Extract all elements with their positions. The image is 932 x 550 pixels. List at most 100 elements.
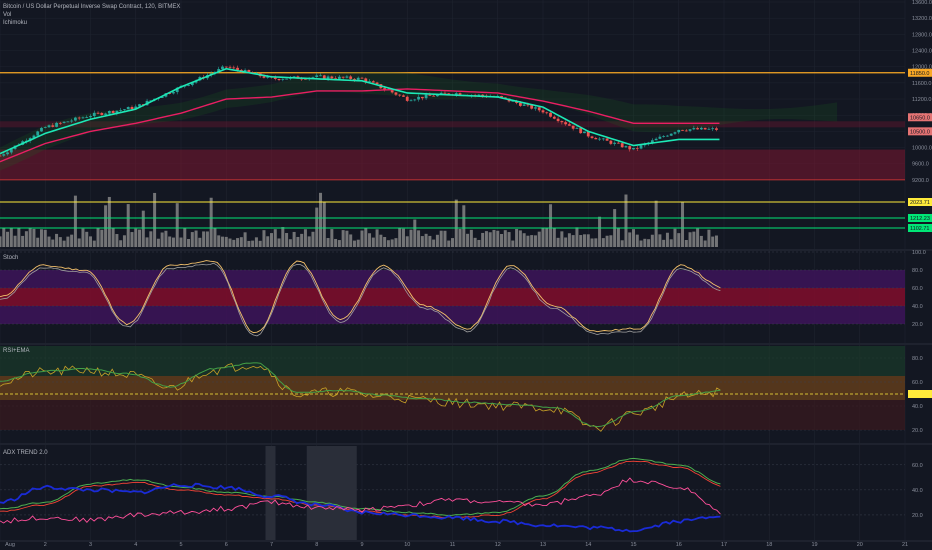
volume-bar [394, 238, 398, 247]
indicator-ichimoku-label[interactable]: Ichimoku [3, 20, 28, 26]
adx-pane-label[interactable]: ADX TREND 2.0 [3, 450, 48, 456]
candle-body [337, 76, 341, 79]
volume-tag-label: 1212.23 [910, 216, 930, 222]
volume-bar [296, 236, 300, 247]
volume-bar [386, 240, 390, 247]
volume-bar [17, 227, 21, 247]
volume-bar [205, 231, 209, 247]
volume-bar [28, 228, 32, 247]
volume-bar [567, 233, 571, 247]
volume-bar [239, 237, 243, 247]
volume-bar [714, 235, 718, 247]
volume-bar [334, 238, 338, 247]
time-tick-label: 13 [540, 542, 546, 548]
volume-bar [632, 229, 635, 247]
volume-bar [345, 230, 349, 247]
volume-bar [368, 233, 372, 247]
volume-bar [605, 235, 609, 247]
candle-body [432, 95, 436, 97]
candle-body [236, 67, 239, 70]
candle-body [190, 82, 194, 86]
candle-body [6, 152, 9, 155]
candle-body [85, 117, 89, 118]
time-tick-label: 8 [315, 542, 318, 548]
volume-bar [496, 230, 500, 247]
volume-bar [692, 231, 696, 247]
candle-body [217, 69, 221, 73]
candle-body [36, 131, 40, 136]
candle-body [353, 78, 356, 80]
candle-body [579, 128, 583, 134]
volume-bar [647, 239, 651, 247]
candle-body [635, 147, 639, 149]
candle-body [243, 69, 247, 73]
volume-bar [639, 240, 643, 247]
volume-tag-bg [908, 224, 932, 232]
volume-bar [51, 239, 55, 247]
candle-body [601, 138, 605, 140]
time-tick-label: 10 [404, 542, 410, 548]
volume-bar [236, 238, 240, 247]
candle-body [639, 145, 643, 149]
candle-body [77, 117, 81, 119]
volume-bar [549, 204, 553, 247]
volume-bar [47, 236, 51, 247]
candle-body [598, 138, 601, 140]
candle-body [300, 78, 304, 80]
price-tick-label: 11600.0 [912, 81, 931, 87]
candle-body [341, 76, 345, 78]
volume-bar [175, 203, 179, 247]
volume-bar [579, 235, 583, 247]
indicator-vol-label[interactable]: Vol [3, 12, 12, 18]
candle-body [650, 140, 654, 143]
price-tick-label: 12000.0 [912, 65, 932, 71]
candle-body [541, 110, 545, 113]
volume-bar [164, 230, 168, 247]
candle-body [228, 66, 232, 68]
candle-body [575, 128, 579, 129]
stoch-band [0, 288, 905, 306]
candle-body [221, 66, 224, 70]
stoch-pane-label[interactable]: Stoch [3, 255, 19, 261]
candle-body [477, 94, 481, 96]
candle-body [617, 142, 620, 144]
adx-shade-1 [265, 446, 276, 540]
price-tick-label: 13600.0 [912, 0, 932, 6]
volume-bar [654, 200, 658, 247]
candle-body [556, 118, 560, 122]
volume-bar [228, 238, 232, 247]
adx-tick-label: 40.0 [912, 488, 923, 494]
candle-body [168, 93, 172, 95]
volume-bar [677, 233, 681, 247]
volume-bar [556, 237, 560, 247]
time-tick-label: 3 [89, 542, 92, 548]
rsi-pane-label[interactable]: RSI+EMA [3, 348, 30, 354]
candle-body [526, 104, 530, 106]
volume-bar [13, 235, 17, 247]
volume-bar [273, 229, 277, 247]
candle-body [632, 147, 635, 150]
candle-body [549, 112, 552, 117]
volume-bar [662, 239, 666, 247]
rsi-ema-up [0, 362, 721, 428]
volume-bar [247, 240, 251, 247]
stoch-tick-label: 100.0 [912, 250, 926, 256]
volume-bar [703, 240, 707, 247]
volume-bar [684, 240, 688, 247]
price-tag-10500: 10500.0 [910, 129, 930, 135]
candle-body [349, 76, 353, 79]
volume-bar [469, 229, 473, 247]
volume-bar [311, 231, 315, 247]
rsi-tick-label: 40.0 [912, 404, 923, 410]
time-tick-label: 11 [450, 542, 456, 548]
candle-body [443, 92, 447, 94]
volume-bar [198, 237, 202, 247]
volume-bar [292, 231, 296, 247]
volume-bar [81, 228, 85, 247]
volume-bar [484, 231, 488, 247]
candle-body [281, 79, 285, 81]
volume-bar [217, 235, 221, 247]
volume-tag-label: 1102.71 [910, 226, 929, 232]
volume-bar [277, 238, 281, 247]
